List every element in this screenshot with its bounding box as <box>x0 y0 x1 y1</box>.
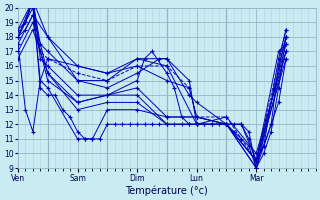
X-axis label: Température (°c): Température (°c) <box>125 185 208 196</box>
